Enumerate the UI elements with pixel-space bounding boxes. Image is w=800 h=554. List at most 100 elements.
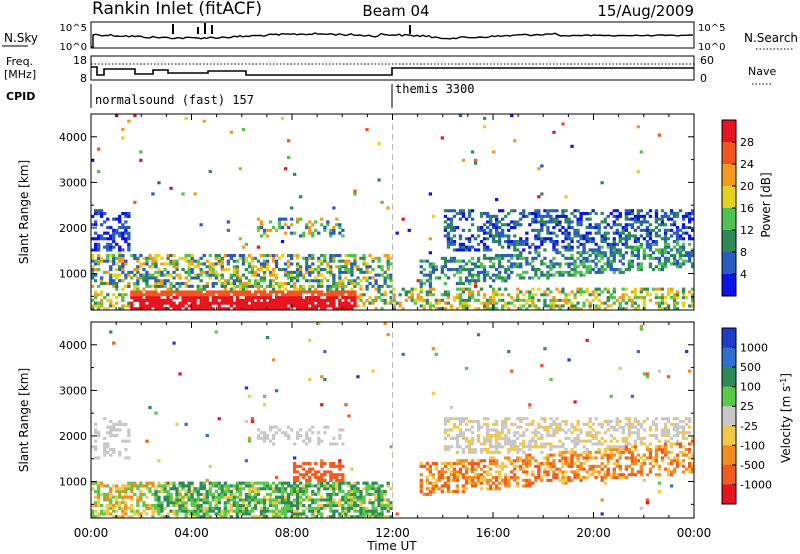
heat-cell	[127, 484, 131, 488]
heat-cell	[127, 301, 131, 305]
heat-cell	[166, 504, 170, 508]
heat-cell	[293, 484, 297, 488]
heat-cell	[247, 265, 252, 269]
heat-cell	[636, 307, 641, 311]
heat-cell	[115, 217, 119, 221]
heat-cell	[461, 304, 466, 308]
heat-cell	[597, 304, 601, 308]
heat-cell	[374, 282, 378, 286]
heat-cell	[121, 234, 125, 238]
heat-cell	[121, 268, 125, 272]
heat-cell	[458, 420, 463, 424]
heat-cell	[139, 273, 143, 277]
heat-cell	[350, 296, 354, 300]
heat-cell	[534, 439, 538, 443]
heat-cell	[365, 262, 369, 266]
heat-cell	[627, 298, 632, 302]
heat-cell	[621, 450, 625, 454]
heat-cell	[94, 448, 98, 452]
heat-cell	[579, 290, 583, 294]
heat-cell	[172, 484, 176, 488]
heat-cell	[489, 228, 493, 232]
heat-cell	[329, 268, 333, 272]
heat-cell	[175, 296, 179, 300]
heat-cell	[136, 298, 140, 302]
heat-cell	[94, 504, 98, 508]
heat-cell	[205, 290, 209, 294]
heat-cell	[419, 279, 423, 283]
heat-cell	[612, 296, 616, 300]
heat-cell	[106, 495, 110, 499]
heat-cell	[365, 128, 369, 132]
heat-cell	[220, 495, 224, 499]
heat-cell	[106, 226, 110, 230]
heat-cell	[311, 284, 315, 288]
heat-cell	[383, 515, 387, 519]
heat-cell	[633, 296, 638, 300]
heat-cell	[642, 459, 647, 463]
heat-cell	[287, 495, 291, 499]
heat-cell	[293, 254, 297, 258]
heat-cell	[585, 234, 589, 238]
heat-cell	[94, 209, 98, 213]
heat-cell	[296, 304, 300, 308]
heat-cell	[531, 242, 535, 246]
heat-cell	[220, 487, 224, 491]
heat-cell	[591, 290, 595, 294]
heat-cell	[299, 270, 303, 274]
heat-cell	[495, 470, 499, 474]
heat-cell	[163, 487, 167, 491]
heat-cell	[585, 265, 589, 269]
heat-cell	[464, 487, 469, 491]
heat-cell	[157, 268, 161, 272]
heat-cell	[561, 240, 565, 244]
heat-cell	[302, 439, 306, 443]
heat-cell	[495, 478, 499, 482]
heat-cell	[534, 293, 538, 297]
heat-cell	[139, 265, 143, 269]
heat-cell	[570, 262, 574, 266]
heat-cell	[685, 251, 689, 255]
heat-cell	[425, 298, 430, 302]
heat-cell	[657, 445, 662, 449]
heat-cell	[154, 495, 158, 499]
heat-cell	[476, 439, 481, 443]
heat-cell	[540, 226, 544, 230]
heat-cell	[302, 256, 306, 260]
heat-cell	[118, 506, 122, 510]
heat-cell	[440, 256, 445, 260]
freq-tick-top: 18	[73, 54, 87, 67]
heat-cell	[663, 212, 668, 216]
heat-cell	[253, 265, 258, 269]
heat-cell	[368, 484, 372, 488]
heat-cell	[380, 495, 384, 499]
heat-cell	[446, 293, 451, 297]
heat-cell	[464, 366, 469, 370]
heat-cell	[184, 296, 188, 300]
heat-cell	[317, 322, 321, 326]
heat-cell	[139, 484, 143, 488]
heat-cell	[335, 501, 339, 505]
heat-cell	[181, 301, 185, 305]
heat-cell	[636, 422, 641, 426]
heat-cell	[636, 170, 641, 174]
heat-cell	[235, 495, 240, 499]
velocity-ylabel: Slant Range [km]	[17, 368, 31, 472]
heat-cell	[115, 509, 119, 513]
heat-cell	[91, 256, 95, 260]
heat-cell	[419, 284, 423, 288]
heat-cell	[570, 304, 574, 308]
heat-cell	[308, 504, 312, 508]
heat-cell	[645, 240, 650, 244]
heat-cell	[642, 453, 647, 457]
heat-cell	[296, 478, 300, 482]
heat-cell	[492, 445, 496, 449]
heat-cell	[199, 304, 203, 308]
heat-cell	[570, 273, 574, 277]
heat-cell	[519, 290, 523, 294]
heat-cell	[561, 473, 565, 477]
heat-cell	[109, 301, 113, 305]
heat-cell	[169, 304, 173, 308]
heat-cell	[564, 420, 568, 424]
heat-cell	[522, 270, 526, 274]
